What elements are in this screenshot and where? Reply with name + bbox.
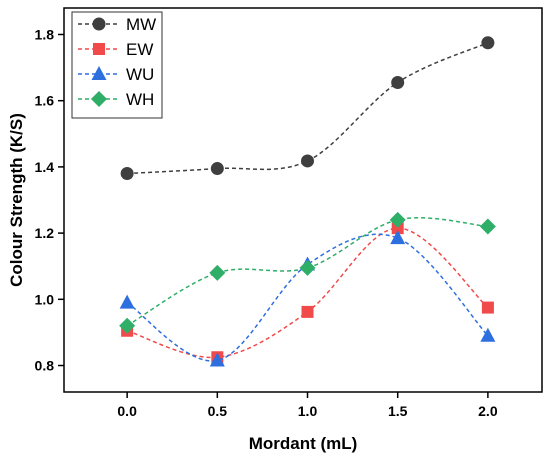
legend-marker-wu — [91, 66, 107, 80]
y-axis-title: Colour Strength (K/S) — [7, 113, 26, 287]
legend-marker-ew — [93, 43, 105, 55]
x-tick-label: 1.5 — [388, 403, 408, 419]
legend: MW EW WU WH — [71, 11, 163, 119]
data-point-mw — [210, 162, 224, 176]
legend-item-wh: WH — [78, 90, 154, 109]
series-line-ew — [126, 227, 489, 359]
series-line-mw — [127, 42, 489, 175]
data-point-mw — [481, 36, 495, 50]
legend-label-wh: WH — [126, 90, 154, 109]
data-point-wh — [299, 259, 316, 276]
data-point-wu — [390, 230, 406, 245]
data-point-wu — [119, 294, 135, 309]
x-tick-label: 1.0 — [298, 403, 318, 419]
data-point-wh — [209, 264, 226, 281]
data-point-wh — [119, 317, 136, 334]
legend-label-ew: EW — [126, 40, 153, 59]
y-tick-label: 1.4 — [35, 159, 55, 175]
x-axis-title: Mordant (mL) — [249, 434, 358, 453]
legend-marker-mw — [92, 17, 106, 31]
series-wh — [119, 211, 496, 334]
series-layer — [119, 36, 496, 367]
y-tick-label: 0.8 — [35, 358, 55, 374]
data-point-wu — [209, 352, 225, 367]
legend-label-mw: MW — [126, 15, 156, 34]
legend-marker-wh — [91, 91, 107, 107]
data-point-mw — [391, 75, 405, 89]
data-point-mw — [120, 167, 134, 181]
x-tick-label: 2.0 — [478, 403, 498, 419]
data-point-wu — [480, 327, 496, 342]
data-point-ew — [391, 222, 404, 235]
y-tick-label: 1.2 — [35, 225, 55, 241]
data-point-wh — [479, 218, 496, 235]
data-point-wh — [389, 211, 406, 228]
y-tick-label: 1.8 — [35, 26, 55, 42]
legend-item-wu: WU — [78, 65, 154, 84]
series-line-wu — [126, 233, 489, 362]
series-mw — [120, 36, 495, 181]
data-point-ew — [481, 301, 494, 314]
series-wu — [119, 230, 496, 367]
data-point-mw — [301, 154, 315, 168]
x-axis: 0.0 0.5 1.0 1.5 2.0 — [117, 392, 498, 419]
legend-frame — [71, 11, 163, 119]
x-tick-label: 0.0 — [117, 403, 137, 419]
y-tick-label: 1.0 — [35, 291, 55, 307]
plot-frame — [63, 7, 543, 393]
data-point-ew — [301, 305, 314, 318]
legend-label-wu: WU — [126, 65, 154, 84]
legend-item-mw: MW — [78, 15, 156, 34]
x-tick-label: 0.5 — [208, 403, 228, 419]
legend-item-ew: EW — [78, 40, 153, 59]
y-tick-label: 1.6 — [35, 93, 55, 109]
y-axis: 0.8 1.0 1.2 1.4 1.6 1.8 — [35, 26, 64, 374]
series-line-wh — [126, 217, 488, 327]
